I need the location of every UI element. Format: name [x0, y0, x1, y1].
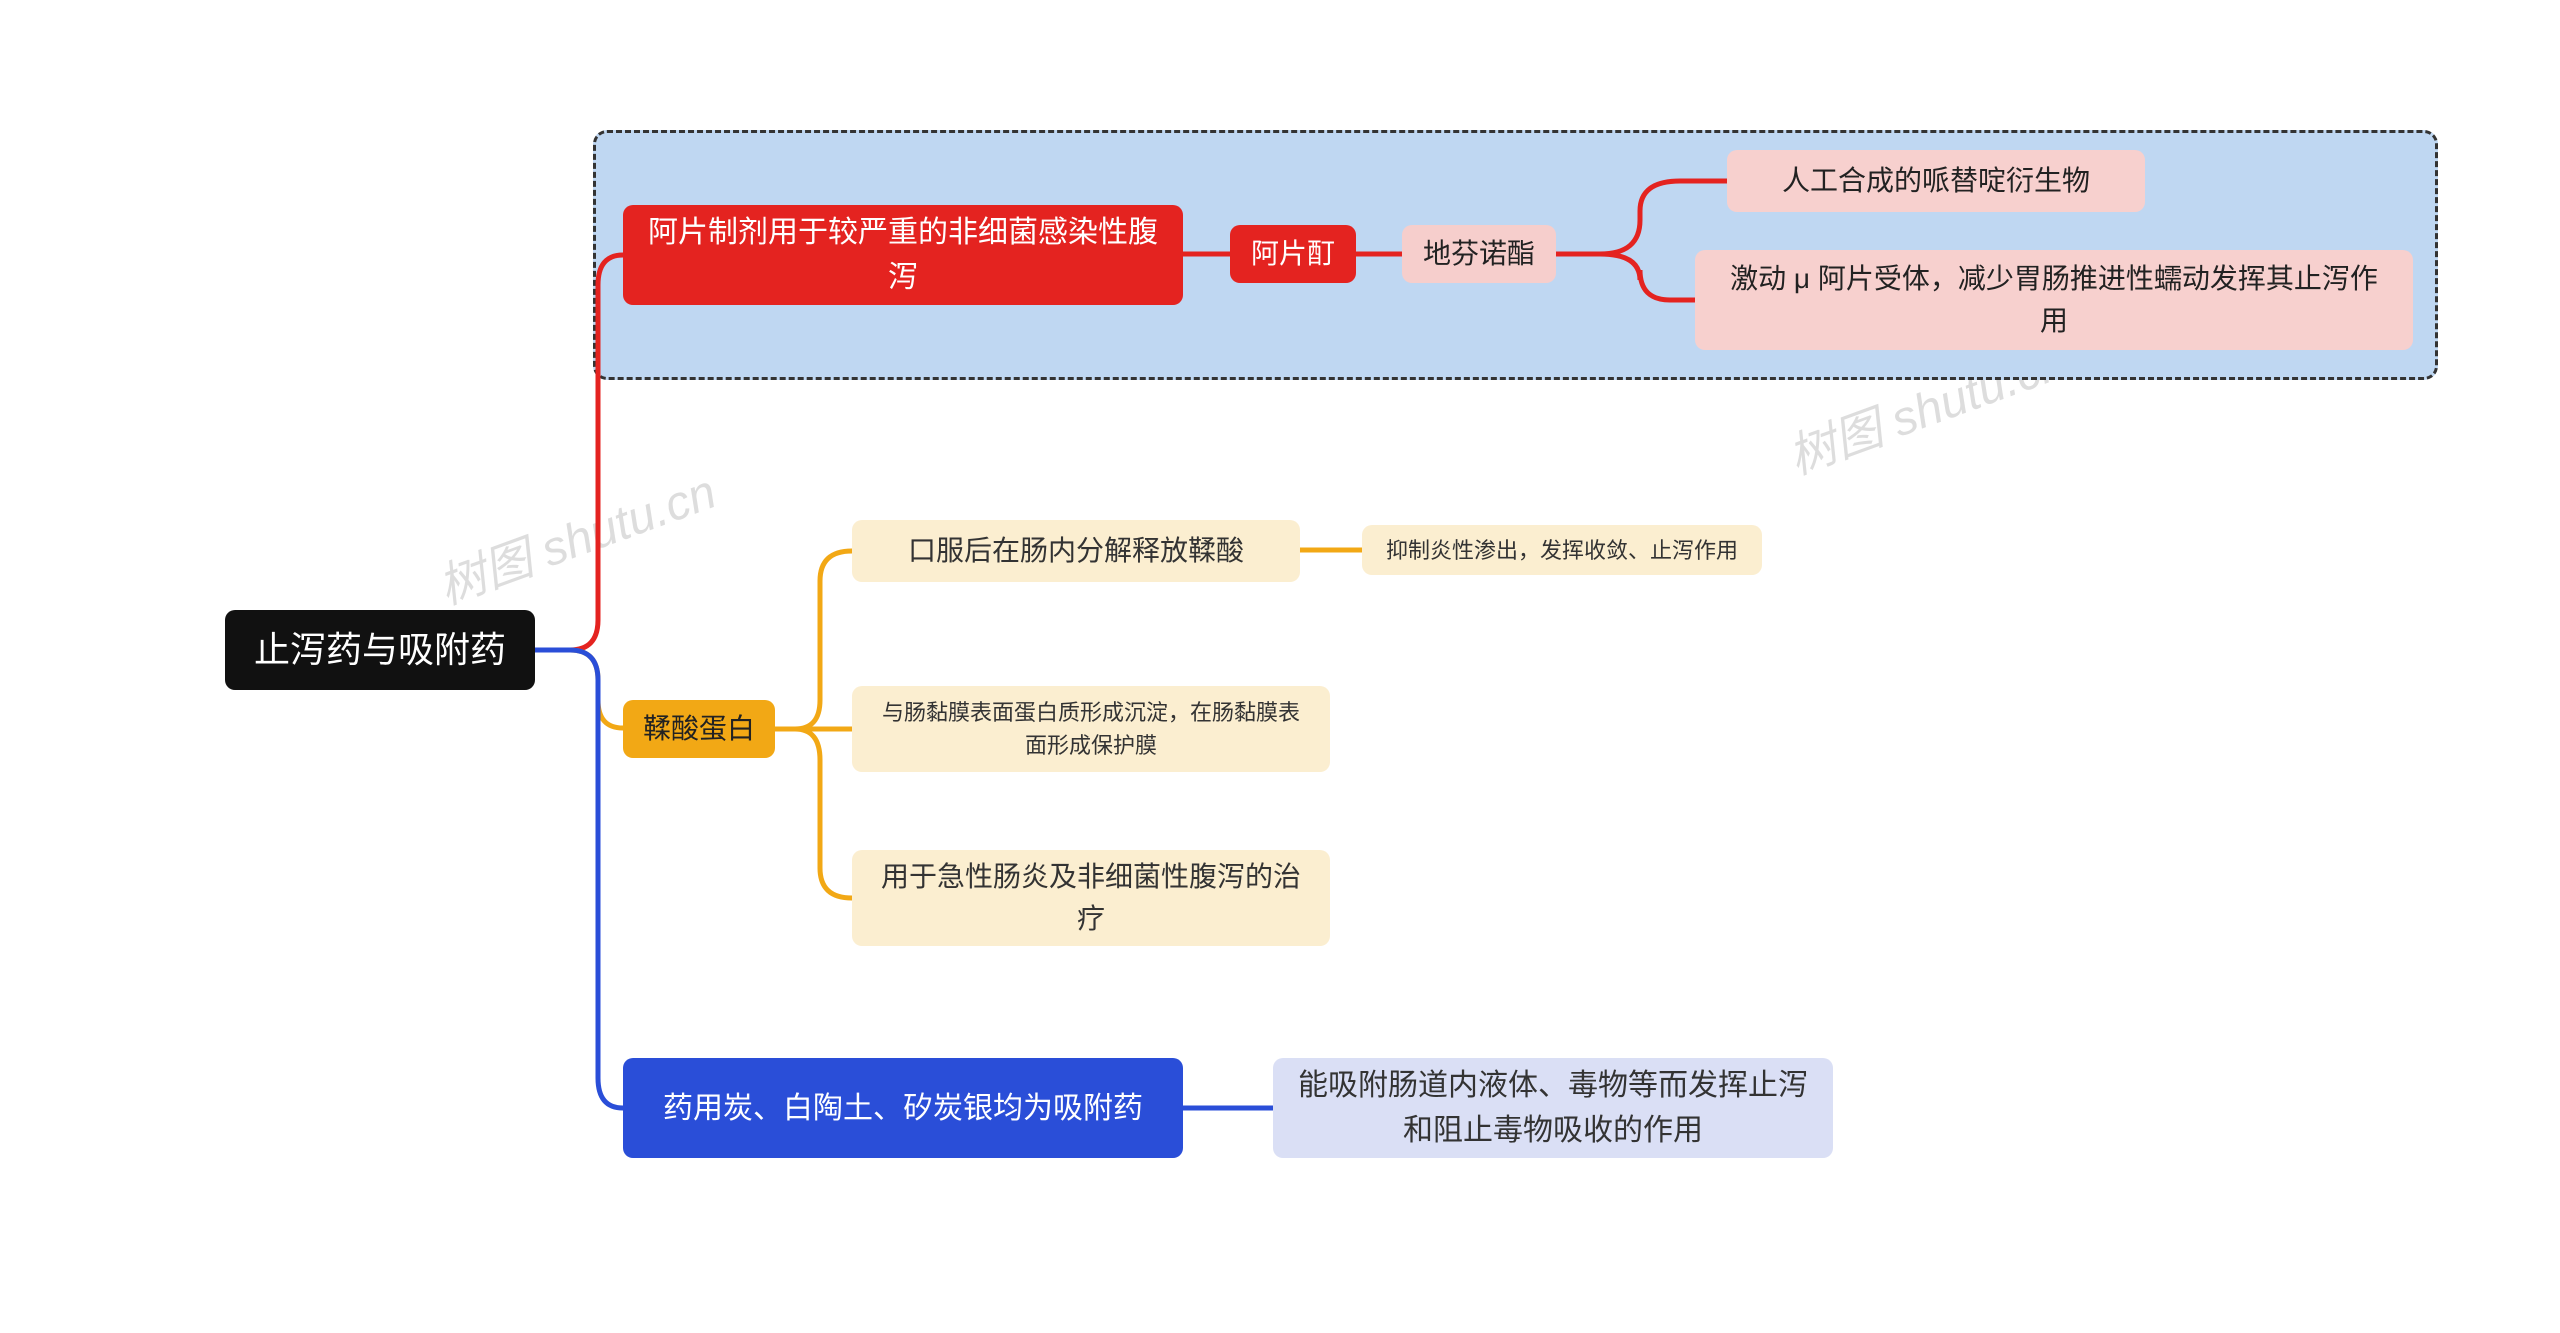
watermark: 树图 shutu.cn — [427, 452, 724, 617]
branch-amber-sub: 口服后在肠内分解释放鞣酸 — [852, 520, 1300, 582]
branch-blue-leaf: 能吸附肠道内液体、毒物等而发挥止泻和阻止毒物吸收的作用 — [1273, 1058, 1833, 1158]
branch-amber-main: 鞣酸蛋白 — [623, 700, 775, 758]
branch-amber-sub: 与肠黏膜表面蛋白质形成沉淀，在肠黏膜表面形成保护膜 — [852, 686, 1330, 772]
branch-red-sub2: 地芬诺酯 — [1402, 225, 1556, 283]
root-node: 止泻药与吸附药 — [225, 610, 535, 690]
branch-red-leaf: 激动 μ 阿片受体，减少胃肠推进性蠕动发挥其止泻作用 — [1695, 250, 2413, 350]
branch-red-leaf: 人工合成的哌替啶衍生物 — [1727, 150, 2145, 212]
branch-blue-main: 药用炭、白陶土、矽炭银均为吸附药 — [623, 1058, 1183, 1158]
branch-red-sub1: 阿片酊 — [1230, 225, 1356, 283]
branch-amber-sub: 用于急性肠炎及非细菌性腹泻的治疗 — [852, 850, 1330, 946]
branch-amber-leaf: 抑制炎性渗出，发挥收敛、止泻作用 — [1362, 525, 1762, 575]
branch-red-main: 阿片制剂用于较严重的非细菌感染性腹泻 — [623, 205, 1183, 305]
